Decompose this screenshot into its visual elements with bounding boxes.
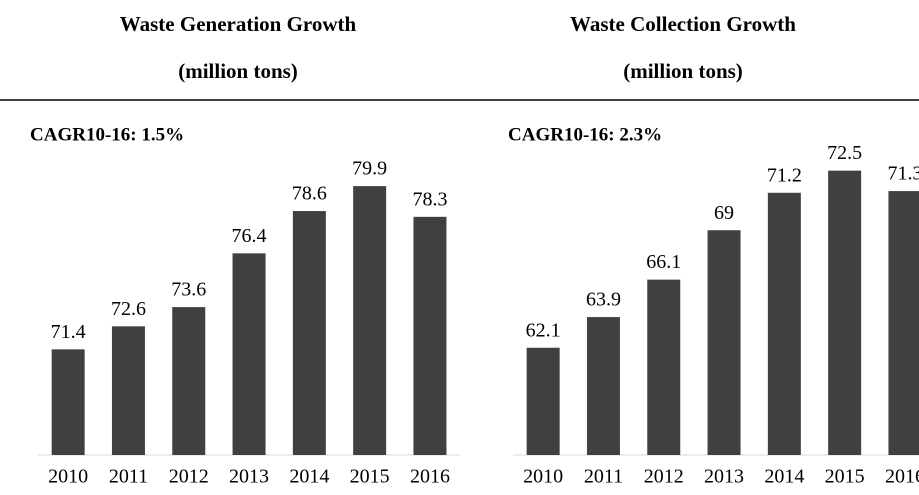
x-tick-label: 2013 — [704, 466, 744, 488]
annotation: CAGR10-16: 2.3% — [508, 124, 662, 145]
data-label: 66.1 — [646, 251, 681, 273]
data-label: 71.3 — [887, 163, 919, 185]
bar — [707, 230, 741, 455]
x-tick-label: 2010 — [48, 466, 88, 488]
x-tick-label: 2011 — [109, 466, 148, 488]
data-label: 73.6 — [171, 279, 206, 301]
bar — [888, 191, 919, 455]
data-label: 72.6 — [111, 298, 146, 320]
data-label: 76.4 — [232, 225, 267, 247]
data-label: 71.2 — [767, 164, 802, 186]
data-label: 72.5 — [827, 142, 862, 164]
chart-title: Waste Collection Growth — [570, 12, 796, 36]
x-tick-label: 2014 — [764, 466, 804, 488]
data-label: 79.9 — [352, 158, 387, 180]
bar — [526, 347, 560, 455]
x-tick-label: 2013 — [229, 466, 269, 488]
x-tick-label: 2015 — [825, 466, 865, 488]
x-tick-label: 2014 — [289, 466, 329, 488]
x-tick-label: 2016 — [885, 466, 919, 488]
chart-subtitle: (million tons) — [178, 59, 298, 83]
bar — [353, 186, 387, 455]
data-label: 71.4 — [51, 321, 86, 343]
x-tick-label: 2015 — [350, 466, 390, 488]
x-tick-label: 2010 — [523, 466, 563, 488]
x-tick-label: 2012 — [644, 466, 684, 488]
x-tick-label: 2016 — [410, 466, 450, 488]
x-tick-label: 2012 — [169, 466, 209, 488]
chart-subtitle: (million tons) — [623, 59, 743, 83]
data-label: 78.3 — [412, 188, 447, 210]
bar — [767, 192, 801, 455]
bar — [647, 279, 681, 455]
data-label: 62.1 — [526, 319, 561, 341]
data-label: 69 — [714, 202, 734, 224]
bar — [172, 307, 206, 455]
bar — [51, 349, 85, 455]
data-label: 78.6 — [292, 183, 327, 205]
data-label: 63.9 — [586, 289, 621, 311]
bar — [292, 211, 326, 455]
bar — [111, 326, 145, 455]
bar — [232, 253, 266, 455]
bar — [828, 170, 862, 455]
bar — [586, 317, 620, 455]
chart-title: Waste Generation Growth — [120, 12, 357, 36]
annotation: CAGR10-16: 1.5% — [30, 124, 184, 145]
x-tick-label: 2011 — [584, 466, 623, 488]
bar — [413, 216, 447, 455]
